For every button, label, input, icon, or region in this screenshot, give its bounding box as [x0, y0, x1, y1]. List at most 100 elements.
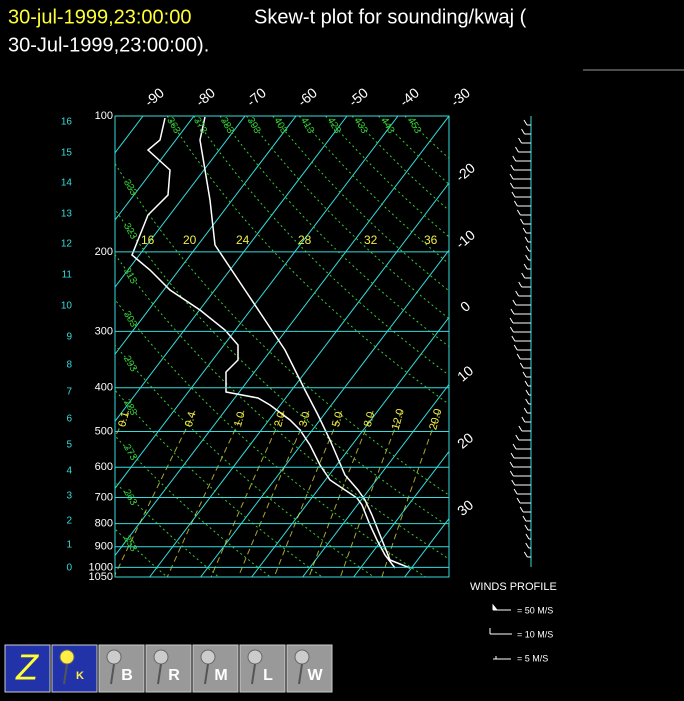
height-label: 2 — [66, 516, 72, 527]
wind-barb — [522, 227, 531, 234]
dry-adiabat — [115, 253, 449, 560]
tool-label: W — [307, 667, 323, 684]
mixing-ratio-line — [166, 410, 245, 577]
upper-label: 36 — [424, 233, 438, 247]
tool-button[interactable] — [286, 644, 333, 693]
tool-icon — [200, 649, 216, 665]
height-label: 3 — [66, 491, 72, 502]
tool-button[interactable] — [51, 644, 98, 693]
pressure-label: 700 — [95, 491, 113, 503]
pressure-label: 200 — [95, 246, 113, 258]
soundings — [131, 116, 411, 569]
isotherm — [115, 116, 399, 490]
upper-label: 28 — [298, 233, 312, 247]
adiabat-label: 253 — [121, 534, 139, 554]
upper-label: 20 — [183, 233, 197, 247]
adiabat-label: 413 — [298, 116, 316, 136]
tool-icon — [106, 649, 122, 665]
dry-adiabat — [404, 116, 449, 160]
wind-barb — [513, 488, 531, 495]
wind-barb — [509, 173, 531, 180]
dry-adiabat — [351, 116, 449, 212]
temp-label: -60 — [294, 84, 320, 109]
pressure-label: 1000 — [89, 561, 113, 573]
height-label: 7 — [66, 387, 72, 398]
wind-barb — [523, 407, 531, 414]
wind-barb — [516, 497, 531, 504]
upper-label: 16 — [141, 233, 155, 247]
isotherm — [149, 182, 449, 577]
temperature-trace — [199, 116, 411, 569]
dry-adiabat — [115, 298, 426, 577]
isotherm — [507, 116, 684, 577]
wind-barb — [515, 146, 531, 153]
mixing-ratio-label: 20.0 — [427, 407, 444, 431]
mixing-ratio-line — [237, 410, 310, 577]
adiabat-label: 433 — [352, 116, 370, 136]
mixing-ratio-label: 1.0 — [232, 410, 248, 428]
wind-barb — [522, 515, 531, 522]
wind-barb — [518, 281, 531, 288]
wind-barb — [512, 299, 531, 306]
pressure-label: 300 — [95, 325, 113, 337]
height-label: 1 — [66, 540, 72, 551]
zoom-button[interactable] — [4, 644, 51, 693]
wind-barb — [509, 326, 531, 333]
tool-icon-stem — [204, 663, 209, 685]
pressure-label: 800 — [95, 518, 113, 530]
zoom-icon: Z — [15, 647, 39, 688]
dry-adiabat — [246, 116, 449, 320]
mixing-ratio-label: 0.4 — [183, 410, 199, 428]
wind-barb — [523, 119, 531, 126]
dry-adiabat — [325, 116, 449, 238]
dry-adiabat — [298, 116, 449, 265]
height-label: 11 — [62, 270, 73, 281]
tool-button[interactable] — [192, 644, 239, 693]
wind-barb — [510, 164, 531, 171]
tool-icon-stem — [298, 663, 303, 685]
tool-icon — [294, 649, 310, 665]
dry-adiabat — [115, 162, 449, 496]
title-line2: 30-Jul-1999,23:00:00). — [8, 34, 209, 56]
wind-barb — [525, 254, 531, 261]
wind-barb — [521, 416, 531, 423]
tool-button[interactable] — [239, 644, 286, 693]
pressure-label: 500 — [95, 425, 113, 437]
wind-barb — [510, 452, 531, 459]
adiabat-label: 423 — [325, 116, 343, 136]
legend-50: = 50 M/S — [517, 605, 553, 615]
height-label: 0 — [66, 563, 72, 574]
adiabat-label: 363 — [164, 116, 182, 136]
isotherm — [115, 116, 348, 423]
height-label: 10 — [61, 301, 73, 312]
tool-icon — [153, 649, 169, 665]
mixing-ratio-label: 3.0 — [297, 410, 313, 428]
pressure-label: 100 — [95, 110, 113, 122]
dry-adiabat — [219, 116, 449, 348]
wind-barb — [512, 155, 531, 162]
mixing-ratio-line — [308, 410, 374, 577]
dry-adiabat — [115, 481, 220, 577]
height-label: 12 — [61, 239, 73, 250]
temp-label: 20 — [454, 429, 476, 451]
tool-button[interactable] — [145, 644, 192, 693]
tool-button[interactable] — [98, 644, 145, 693]
wind-barb — [518, 137, 531, 144]
mixing-ratio-line — [339, 410, 403, 577]
dry-adiabat — [115, 389, 323, 577]
isotherm — [115, 116, 449, 557]
adiabat-label: 383 — [218, 116, 236, 136]
temp-label: -90 — [141, 84, 167, 109]
height-label: 15 — [61, 148, 73, 159]
tool-label: B — [121, 667, 133, 684]
wind-barb — [513, 344, 531, 351]
wind-barb — [509, 182, 531, 189]
wind-barb — [525, 533, 531, 540]
wind-barb — [523, 551, 531, 558]
pressure-label: 900 — [95, 541, 113, 553]
isotherm — [0, 116, 92, 577]
temp-label: -50 — [345, 84, 371, 109]
isotherm — [404, 517, 449, 577]
